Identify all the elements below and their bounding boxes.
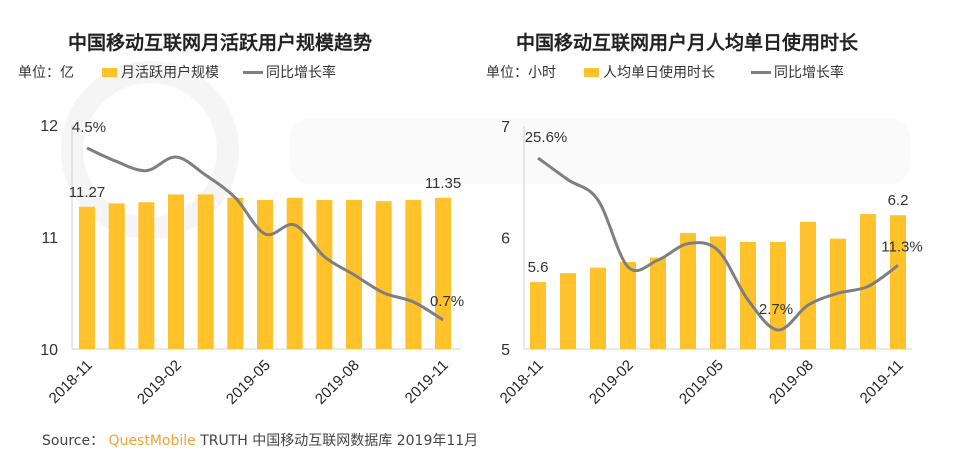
bar (197, 194, 214, 349)
bar (257, 200, 274, 349)
bar-swatch-icon (584, 67, 599, 77)
bar (710, 236, 726, 349)
bar-swatch-icon (102, 67, 117, 77)
line-data-label: 25.6% (525, 129, 568, 146)
y-tick-label: 10 (40, 342, 58, 359)
line-data-label: 11.3% (881, 238, 922, 255)
legend-label: 同比增长率 (266, 65, 336, 81)
x-tick-label: 2019-08 (766, 357, 817, 408)
line-data-label: 0.7% (430, 293, 464, 310)
growth-rate-line (537, 156, 899, 332)
line-data-label: 4.5% (72, 119, 106, 136)
legend-item-line: 同比增长率 (243, 62, 336, 82)
line-swatch-icon (243, 70, 263, 74)
bar-data-label: 5.6 (528, 259, 549, 276)
growth-rate-line (86, 146, 444, 322)
source-note: Source： QuestMobile TRUTH 中国移动互联网数据库 201… (42, 430, 478, 450)
x-tick-label: 2019-05 (676, 357, 727, 408)
bar (138, 202, 155, 349)
bar (405, 200, 422, 349)
legend-item-line: 同比增长率 (751, 62, 844, 82)
source-brand: QuestMobile (108, 433, 196, 449)
bar (590, 267, 606, 349)
y-tick-label: 7 (501, 119, 510, 136)
source-text: TRUTH 中国移动互联网数据库 2019年11月 (200, 433, 479, 449)
line-data-label: 2.7% (759, 301, 793, 318)
x-tick-label: 2019-11 (402, 357, 452, 407)
bar (620, 262, 636, 349)
bar (740, 241, 756, 349)
legend-label: 人均单日使用时长 (603, 65, 715, 81)
chart1-unit: 单位：亿 (18, 65, 74, 81)
bar (286, 197, 303, 349)
bar (770, 241, 786, 349)
y-tick-label: 12 (40, 118, 58, 135)
bar-data-label: 11.27 (69, 184, 105, 201)
chart2-title: 中国移动互联网用户月人均单日使用时长 (516, 32, 859, 54)
bar (650, 257, 666, 349)
x-tick-label: 2019-02 (586, 357, 637, 408)
x-tick-label: 2018-11 (46, 357, 96, 407)
bar (375, 201, 392, 349)
y-tick-label: 11 (41, 230, 58, 247)
bar (800, 221, 816, 349)
bar (530, 282, 546, 349)
bar (227, 197, 244, 349)
chart1-legend: 单位：亿 月活跃用户规模 同比增长率 (18, 62, 360, 82)
bar (79, 206, 95, 349)
bar (168, 194, 185, 349)
bar (860, 214, 876, 349)
bar-data-label: 11.35 (425, 175, 461, 192)
legend-label: 月活跃用户规模 (121, 65, 219, 81)
chart2-legend: 单位：小时 人均单日使用时长 同比增长率 (486, 62, 868, 82)
bar (680, 233, 696, 349)
bar-data-label: 6.2 (888, 192, 909, 209)
x-tick-label: 2018-11 (497, 357, 547, 407)
chart2-unit: 单位：小时 (486, 65, 556, 81)
bar (890, 215, 906, 349)
chart1-title: 中国移动互联网月活跃用户规模趋势 (68, 32, 373, 54)
bar (316, 200, 333, 349)
x-tick-label: 2019-02 (134, 357, 185, 408)
legend-label: 同比增长率 (774, 65, 844, 81)
y-tick-label: 5 (501, 342, 510, 359)
source-prefix: Source： (42, 433, 105, 449)
legend-item-bar: 月活跃用户规模 (102, 62, 219, 82)
legend-item-bar: 人均单日使用时长 (584, 62, 715, 82)
line-swatch-icon (751, 70, 771, 74)
bar (560, 273, 576, 349)
x-tick-label: 2019-11 (857, 357, 907, 407)
y-tick-label: 6 (501, 231, 510, 248)
bar (108, 203, 125, 349)
bar (435, 197, 452, 349)
x-tick-label: 2019-08 (312, 357, 363, 408)
x-tick-label: 2019-05 (223, 357, 274, 408)
